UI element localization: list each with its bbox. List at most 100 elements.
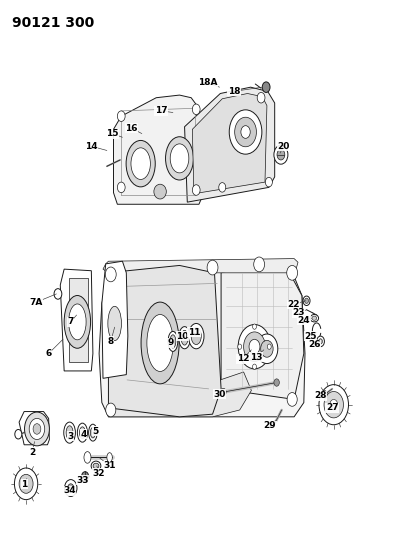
Circle shape <box>238 325 271 369</box>
Text: 22: 22 <box>287 300 299 309</box>
Ellipse shape <box>80 427 85 439</box>
Circle shape <box>256 334 278 364</box>
Circle shape <box>105 267 116 282</box>
Ellipse shape <box>89 424 97 441</box>
Polygon shape <box>60 269 93 371</box>
Circle shape <box>33 424 41 434</box>
Circle shape <box>266 177 272 187</box>
Circle shape <box>253 364 256 369</box>
Circle shape <box>287 393 297 406</box>
Text: 15: 15 <box>106 129 119 138</box>
Circle shape <box>106 403 116 417</box>
Circle shape <box>54 289 62 299</box>
Circle shape <box>65 480 77 496</box>
Ellipse shape <box>90 427 95 438</box>
Circle shape <box>305 298 309 303</box>
Ellipse shape <box>168 332 178 351</box>
Text: 25: 25 <box>304 332 317 341</box>
Text: 4: 4 <box>80 430 87 439</box>
Ellipse shape <box>126 140 155 187</box>
Circle shape <box>243 332 266 361</box>
Circle shape <box>15 468 38 499</box>
Text: 9: 9 <box>167 338 174 348</box>
Text: 27: 27 <box>326 403 338 413</box>
Circle shape <box>262 82 270 92</box>
Ellipse shape <box>310 314 319 322</box>
Circle shape <box>192 104 200 115</box>
Ellipse shape <box>170 144 189 173</box>
Circle shape <box>192 185 200 195</box>
Polygon shape <box>113 95 203 204</box>
Polygon shape <box>221 262 304 399</box>
Circle shape <box>267 344 271 349</box>
Ellipse shape <box>147 314 173 372</box>
Text: 3: 3 <box>68 432 74 441</box>
Text: 18: 18 <box>228 87 240 96</box>
Text: 28: 28 <box>314 391 327 400</box>
Text: 23: 23 <box>292 309 305 318</box>
Circle shape <box>241 126 250 139</box>
Circle shape <box>287 265 297 280</box>
Ellipse shape <box>15 430 22 439</box>
Circle shape <box>29 418 45 440</box>
Polygon shape <box>192 93 267 193</box>
Polygon shape <box>69 278 88 362</box>
Ellipse shape <box>312 316 317 320</box>
Circle shape <box>319 339 322 344</box>
Ellipse shape <box>93 463 99 469</box>
Text: 26: 26 <box>308 340 321 349</box>
Text: 90121 300: 90121 300 <box>13 16 95 30</box>
Circle shape <box>82 472 89 481</box>
Circle shape <box>117 182 125 192</box>
Text: 7A: 7A <box>29 298 43 307</box>
Ellipse shape <box>170 335 176 348</box>
Text: 32: 32 <box>93 469 105 478</box>
Text: 24: 24 <box>297 316 310 325</box>
Ellipse shape <box>91 461 101 471</box>
Ellipse shape <box>77 423 87 442</box>
Ellipse shape <box>84 451 91 463</box>
Text: 30: 30 <box>213 390 226 399</box>
Text: 7: 7 <box>67 317 74 326</box>
Polygon shape <box>102 261 128 378</box>
Text: 18A: 18A <box>198 78 217 87</box>
Text: 29: 29 <box>264 421 276 430</box>
Text: 16: 16 <box>126 124 138 133</box>
Text: 12: 12 <box>236 354 249 364</box>
Text: 20: 20 <box>277 142 290 151</box>
Circle shape <box>207 260 218 275</box>
Circle shape <box>24 412 49 446</box>
Circle shape <box>277 149 285 160</box>
Circle shape <box>253 324 256 329</box>
Ellipse shape <box>141 302 179 384</box>
Circle shape <box>238 344 242 349</box>
Ellipse shape <box>107 453 112 462</box>
Circle shape <box>117 111 125 122</box>
Circle shape <box>68 484 74 492</box>
Text: 13: 13 <box>250 353 262 362</box>
Ellipse shape <box>66 426 73 440</box>
Polygon shape <box>184 87 275 202</box>
Circle shape <box>330 399 338 410</box>
Polygon shape <box>103 259 298 273</box>
Circle shape <box>257 92 265 103</box>
Circle shape <box>322 391 327 398</box>
Ellipse shape <box>131 148 151 180</box>
Polygon shape <box>108 372 251 417</box>
Text: 8: 8 <box>108 337 114 346</box>
Ellipse shape <box>108 306 121 341</box>
Ellipse shape <box>154 184 166 199</box>
Ellipse shape <box>64 295 91 348</box>
Text: 5: 5 <box>92 426 98 435</box>
Ellipse shape <box>179 327 190 349</box>
Ellipse shape <box>64 422 75 443</box>
Polygon shape <box>19 411 49 445</box>
Text: 2: 2 <box>29 448 35 457</box>
Text: 17: 17 <box>155 107 167 116</box>
Circle shape <box>254 257 265 272</box>
Ellipse shape <box>69 304 86 340</box>
Circle shape <box>229 110 262 154</box>
Text: 11: 11 <box>188 328 200 337</box>
Circle shape <box>319 385 349 425</box>
Circle shape <box>324 392 344 418</box>
